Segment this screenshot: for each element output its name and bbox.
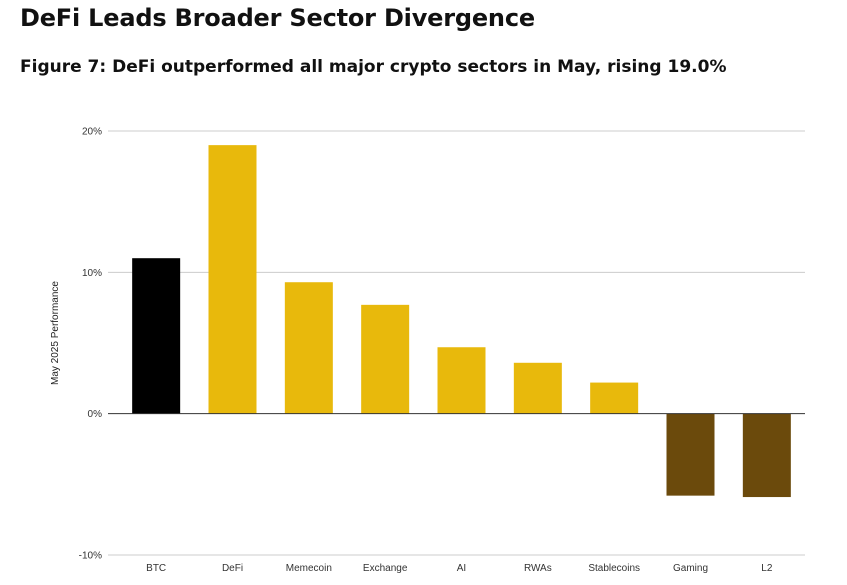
bar-stablecoins bbox=[590, 382, 639, 414]
y-tick-label: 0% bbox=[88, 409, 103, 420]
bar-exchange bbox=[361, 304, 410, 414]
bar-rwas bbox=[513, 362, 562, 414]
x-tick-label: Memecoin bbox=[286, 563, 332, 574]
x-tick-label: BTC bbox=[146, 563, 166, 574]
y-tick-label: 10% bbox=[82, 268, 102, 279]
bar-gaming bbox=[666, 413, 715, 496]
chart-title: DeFi Leads Broader Sector Divergence bbox=[20, 4, 535, 32]
x-tick-label: Stablecoins bbox=[588, 563, 640, 574]
y-axis-ticks: 20% 10% 0% -10% bbox=[79, 127, 102, 562]
x-tick-label: L2 bbox=[761, 563, 773, 574]
bar-memecoin bbox=[284, 282, 333, 414]
bar-ai bbox=[437, 347, 486, 414]
x-tick-label: RWAs bbox=[524, 563, 552, 574]
x-tick-label: AI bbox=[457, 563, 466, 574]
x-tick-label: DeFi bbox=[222, 563, 243, 574]
bars bbox=[132, 145, 791, 498]
bar-defi bbox=[208, 145, 257, 414]
x-tick-label: Gaming bbox=[673, 563, 708, 574]
bar-btc bbox=[132, 258, 181, 414]
y-tick-label: -10% bbox=[79, 551, 102, 562]
x-tick-label: Exchange bbox=[363, 563, 408, 574]
chart-subtitle: Figure 7: DeFi outperformed all major cr… bbox=[20, 57, 727, 77]
y-axis-label: May 2025 Performance bbox=[50, 281, 61, 385]
y-tick-label: 20% bbox=[82, 127, 102, 138]
bar-l2 bbox=[742, 413, 791, 498]
x-axis-ticks: BTC DeFi Memecoin Exchange AI RWAs Stablecoins… bbox=[146, 563, 773, 574]
